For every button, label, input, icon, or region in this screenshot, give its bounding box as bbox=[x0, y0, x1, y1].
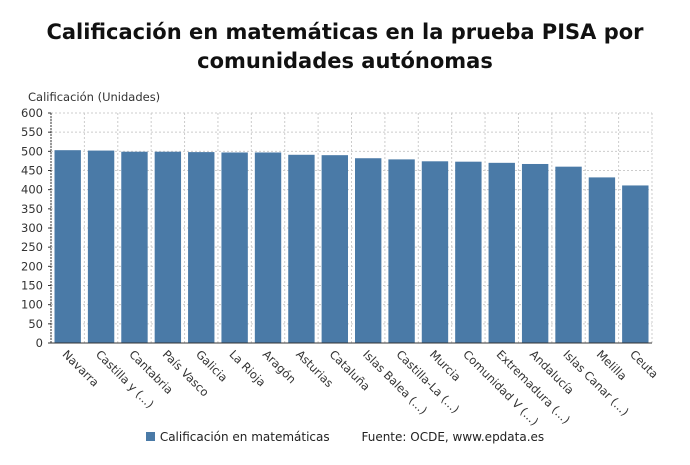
y-tick-label: 100 bbox=[21, 298, 43, 312]
y-tick-label: 400 bbox=[21, 183, 43, 197]
bar bbox=[54, 150, 81, 343]
bar bbox=[555, 166, 582, 343]
bar bbox=[154, 151, 182, 343]
legend: Calificación en matemáticas Fuente: OCDE… bbox=[0, 430, 690, 444]
bar bbox=[521, 163, 549, 343]
y-tick-label: 200 bbox=[21, 259, 43, 273]
bar bbox=[221, 152, 248, 343]
y-tick-label: 600 bbox=[21, 106, 43, 120]
y-tick-label: 550 bbox=[21, 125, 43, 139]
chart-title: Calificación en matemáticas en la prueba… bbox=[46, 20, 644, 73]
bar bbox=[87, 150, 115, 343]
bar bbox=[622, 185, 649, 343]
bar bbox=[321, 155, 348, 343]
bar bbox=[355, 158, 382, 343]
y-tick-label: 300 bbox=[21, 221, 43, 235]
y-tick-label: 150 bbox=[21, 279, 43, 293]
y-tick-label: 500 bbox=[21, 144, 43, 158]
bar bbox=[388, 159, 415, 343]
source-note: Fuente: OCDE, www.epdata.es bbox=[361, 430, 545, 444]
bar bbox=[588, 177, 616, 343]
legend-swatch bbox=[145, 432, 155, 441]
bar bbox=[488, 162, 515, 343]
y-tick-label: 450 bbox=[21, 164, 43, 178]
y-axis-label: Calificación (Unidades) bbox=[28, 90, 161, 104]
y-tick-label: 50 bbox=[28, 317, 43, 331]
legend-label: Calificación en matemáticas bbox=[159, 430, 330, 444]
bar bbox=[288, 154, 315, 343]
y-tick-label: 0 bbox=[36, 336, 43, 350]
bar bbox=[254, 152, 282, 343]
x-tick-label: Castilla y (...) bbox=[93, 347, 157, 411]
bar bbox=[121, 151, 148, 343]
bar bbox=[421, 161, 449, 343]
bar bbox=[188, 152, 215, 343]
y-tick-label: 350 bbox=[21, 202, 43, 216]
bar bbox=[455, 161, 482, 343]
y-tick-label: 250 bbox=[21, 240, 43, 254]
x-tick-label: Ceuta bbox=[627, 347, 661, 381]
